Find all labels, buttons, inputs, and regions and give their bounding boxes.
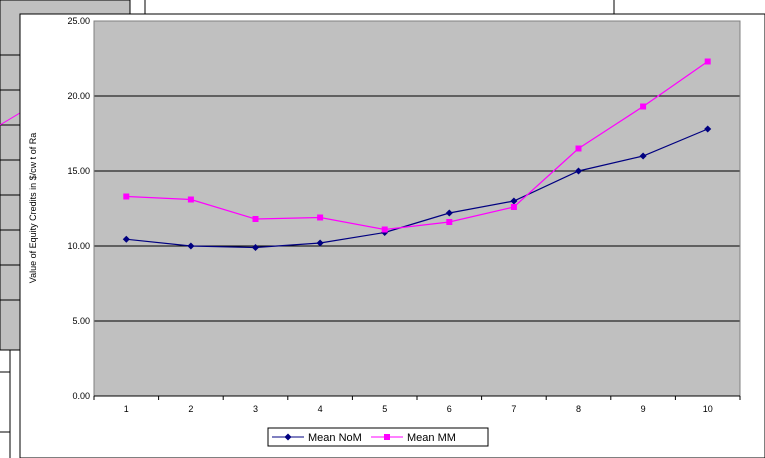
data-point-mean-mm bbox=[187, 196, 194, 203]
data-point-mean-mm bbox=[317, 214, 324, 221]
data-point-mean-mm bbox=[252, 216, 259, 222]
legend-marker-mean-mm bbox=[384, 434, 390, 440]
data-point-mean-mm bbox=[575, 145, 582, 152]
x-tick-label: 4 bbox=[318, 404, 323, 414]
series-line-mean-mm bbox=[126, 61, 709, 231]
series-line-mean-nom bbox=[126, 128, 708, 249]
y-tick-label: 20.00 bbox=[67, 91, 90, 101]
data-point-mean-nom bbox=[704, 125, 712, 133]
data-point-mean-mm bbox=[123, 193, 130, 200]
x-axis: 1 2 3 4 5 6 7 8 9 10 bbox=[93, 395, 741, 414]
data-point-mean-mm bbox=[510, 204, 517, 210]
data-point-mean-nom bbox=[187, 242, 195, 250]
x-tick-label: 8 bbox=[576, 404, 581, 414]
y-tick-label: 25.00 bbox=[67, 16, 90, 26]
data-point-mean-mm bbox=[640, 103, 647, 110]
data-point-mean-nom bbox=[122, 235, 130, 243]
series-mean-nom bbox=[122, 125, 712, 252]
x-tick-label: 9 bbox=[641, 404, 646, 414]
x-tick-label: 1 bbox=[124, 404, 129, 414]
data-point-mean-nom bbox=[316, 239, 324, 247]
x-tick-label: 6 bbox=[447, 404, 452, 414]
data-point-mean-mm bbox=[446, 219, 453, 225]
y-tick-label: 0.00 bbox=[72, 391, 90, 401]
y-axis-label: Value of Equity Credits in $/cw t of Ra bbox=[28, 133, 38, 283]
legend-marker-mean-nom bbox=[284, 433, 292, 441]
x-tick-label: 3 bbox=[253, 404, 258, 414]
data-point-mean-nom bbox=[445, 209, 453, 217]
series-mean-mm bbox=[123, 58, 711, 233]
data-point-mean-mm bbox=[704, 58, 711, 65]
data-point-mean-mm bbox=[381, 226, 388, 233]
plot-area bbox=[94, 21, 740, 396]
series-layer bbox=[122, 58, 712, 252]
data-point-mean-nom bbox=[574, 167, 583, 175]
y-tick-label: 10.00 bbox=[67, 241, 90, 251]
x-tick-label: 2 bbox=[188, 404, 193, 414]
legend-label-mean-nom: Mean NoM bbox=[308, 432, 362, 444]
data-point-mean-nom bbox=[639, 152, 647, 160]
x-tick-label: 7 bbox=[511, 404, 516, 414]
y-tick-label: 5.00 bbox=[72, 316, 90, 326]
x-tick-label: 10 bbox=[703, 404, 713, 414]
data-point-mean-nom bbox=[251, 243, 260, 252]
legend-label-mean-mm: Mean MM bbox=[407, 432, 456, 444]
y-axis: 0.00 5.00 10.00 15.00 20.00 25.00 bbox=[67, 16, 90, 401]
legend: Mean NoM Mean MM bbox=[267, 427, 489, 447]
x-tick-label: 5 bbox=[382, 404, 387, 414]
y-tick-label: 15.00 bbox=[67, 166, 90, 176]
